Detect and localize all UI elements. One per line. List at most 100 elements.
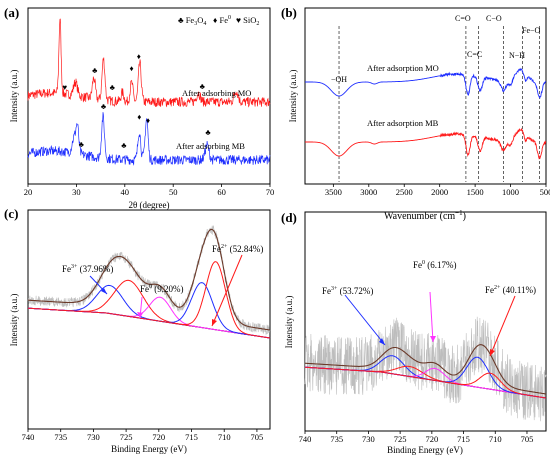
peak-marker: ♦ [130, 64, 134, 73]
xps-fe2-component-c [28, 261, 271, 339]
ftir-label-mo: After adsorption MO [367, 63, 439, 73]
x-tick-label: 500 [540, 187, 550, 197]
x-tick-label: 730 [362, 434, 375, 444]
x-tick-label: 710 [218, 432, 231, 442]
xps-raw-data-c [27, 225, 271, 336]
x-tick-label: 720 [152, 432, 165, 442]
panel-a-label: (a) [4, 5, 19, 20]
x-tick-label: 2500 [396, 187, 413, 197]
x-tick-label: 705 [521, 434, 534, 444]
fe3-label-c: Fe3+ (37.96%) [62, 264, 113, 274]
fe2-arrowhead-d [490, 349, 495, 356]
xps-fe2-component-d [304, 366, 547, 399]
panel-d-frame [304, 211, 547, 432]
x-tick-label: 1500 [467, 187, 484, 197]
x-tick-label: 60 [217, 187, 226, 197]
band-label-c-single-o: C−O [486, 14, 502, 23]
x-tick-label: 3000 [360, 187, 377, 197]
fe2-arrow-c [211, 254, 243, 327]
x-tick-label: 735 [54, 432, 67, 442]
panel-a-curves [27, 18, 271, 166]
fe0-arrowhead-c [137, 312, 143, 318]
x-tick-label: 725 [394, 434, 407, 444]
x-tick-label: 715 [457, 434, 470, 444]
band-label-fe-o: Fe−O [522, 26, 541, 35]
panel-b-x-axis-label: Wavenumber (cm−1) [384, 209, 466, 222]
fe2-arrowhead-c [212, 319, 217, 326]
panel-c-frame [27, 209, 271, 430]
peak-marker: ♣ [92, 66, 98, 75]
legend-sio2: ♥ SiO2 [236, 15, 259, 27]
x-tick-label: 725 [120, 432, 133, 442]
band-label-oh: −OH [331, 75, 347, 84]
panel-b: (b) 3500 3000 2500 2000 1500 1000 500 After ad… [281, 5, 550, 222]
fe2-label-d: Fe2+ (40.11%) [485, 285, 536, 295]
band-label-c-double-o: C=O [455, 14, 471, 23]
panel-a-peak-markers: ♥♣♣♦♦♣♣♣♣♦ ♦♣ [62, 52, 211, 150]
fe0-arrowhead-d [430, 336, 436, 342]
panel-b-frame [304, 7, 547, 185]
x-tick-label: 705 [251, 432, 264, 442]
panel-d-x-ticks: 740 735 730 725 720 715 710 705 [299, 431, 534, 444]
peak-marker: ♦ [137, 52, 141, 61]
panel-a-x-ticks: 20 30 40 50 60 70 [24, 184, 274, 197]
panel-a-y-axis-label: Intensity (a.u.) [9, 70, 19, 123]
peak-marker: ♣ [110, 83, 116, 92]
series-label-mo: After adsorbing MO [182, 88, 251, 98]
fe3-arrowhead-d [379, 338, 385, 345]
ftir-label-mb: After adsorption MB [367, 118, 439, 128]
panel-c-y-axis-label: Intensity (a.u.) [9, 294, 19, 347]
band-label-c-double-c: C=C [467, 50, 482, 59]
panel-b-y-axis-label: Intensity (a.u.) [288, 70, 298, 123]
xrd-curve [27, 112, 271, 166]
panel-c-label: (c) [4, 206, 18, 221]
panel-b-band-guides [338, 26, 540, 182]
fe0-label-d: Fe0 (6.17%) [413, 260, 457, 270]
x-tick-label: 40 [121, 187, 130, 197]
peak-marker: ♣ [79, 140, 85, 149]
legend-fe3o4: ♣ Fe3O4 [178, 15, 206, 27]
xrd-curve [27, 18, 271, 108]
panel-c-x-axis-label: Binding Energy (eV) [111, 444, 187, 454]
peak-marker: ♣ [200, 82, 206, 91]
panel-a-x-axis-label: 2θ (degree) [128, 200, 169, 210]
panel-d-y-axis-label: Intensity (a.u.) [284, 296, 294, 349]
xps-envelope-c [28, 228, 271, 331]
fe0-label-c: Fe0 (9.20%) [140, 284, 184, 294]
x-tick-label: 2000 [431, 187, 448, 197]
panel-d: (d) 740 735 730 725 720 715 710 705 Fe3+ (53.72… [281, 210, 547, 455]
peak-marker: ♣ [121, 141, 127, 150]
panel-b-x-ticks: 3500 3000 2500 2000 1500 1000 500 [325, 184, 550, 197]
x-tick-label: 715 [185, 432, 198, 442]
peak-marker: ♣ [101, 102, 107, 111]
x-tick-label: 3500 [325, 187, 342, 197]
xps-envelope-d [304, 344, 547, 395]
fe3-label-d: Fe3+ (53.72%) [322, 286, 373, 296]
ftir-curve-mo [305, 67, 547, 99]
panel-d-x-axis-label: Binding Energy (eV) [387, 445, 463, 455]
x-tick-label: 20 [24, 187, 33, 197]
panel-c-x-ticks: 740 735 730 725 720 715 710 705 [22, 429, 264, 442]
x-tick-label: 1000 [502, 187, 519, 197]
peak-marker: ♥ [62, 83, 67, 92]
fe3-arrowhead-c [101, 288, 107, 294]
x-tick-label: 740 [22, 432, 35, 442]
panel-c: (c) 740 735 730 725 720 715 710 705 Fe3+ (37.96… [4, 206, 271, 454]
panel-a: (a) ♥♣♣♦♦♣♣♣♣♦ ♦♣ 20 30 40 50 60 70 ♣ Fe3O4 ♦ … [4, 5, 274, 210]
fe3-arrow-d [344, 294, 386, 346]
panel-d-label: (d) [281, 210, 297, 225]
band-label-n-h: N−H [509, 51, 525, 60]
x-tick-label: 50 [169, 187, 178, 197]
fe2-label-c: Fe2+ (52.84%) [212, 244, 263, 254]
peak-marker: ♦ [137, 112, 141, 121]
x-tick-label: 30 [72, 187, 81, 197]
x-tick-label: 730 [87, 432, 100, 442]
panel-b-label: (b) [281, 5, 297, 20]
fe2-arrow-d [489, 295, 516, 357]
peak-marker: ♣ [205, 128, 211, 137]
ftir-curve-mb [305, 127, 547, 160]
x-tick-label: 740 [299, 434, 312, 444]
x-tick-label: 720 [425, 434, 438, 444]
series-label-mb: After adsorbing MB [176, 141, 245, 151]
